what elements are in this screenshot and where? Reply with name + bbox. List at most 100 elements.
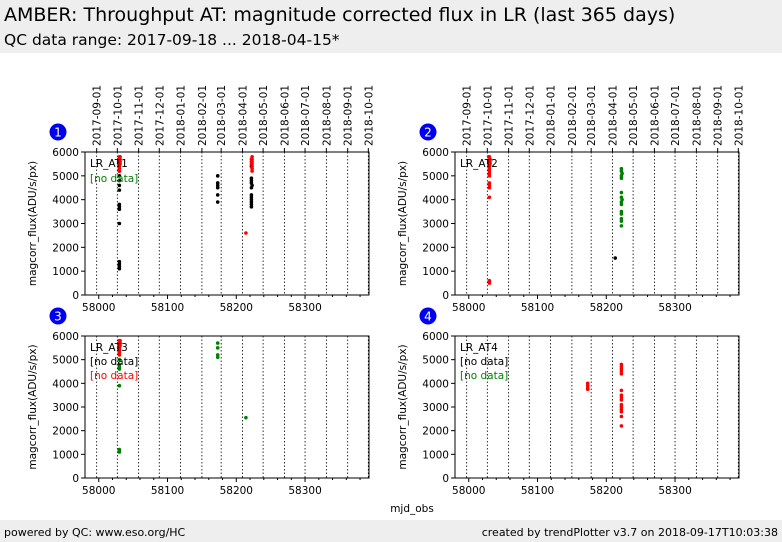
- x-tick-label: 58000: [452, 302, 485, 314]
- date-tick-label: 2017-10-01: [482, 85, 494, 146]
- y-tick-label: 4000: [422, 378, 449, 390]
- y-tick-label: 2000: [422, 426, 449, 438]
- date-tick-label: 2018-02-01: [197, 85, 209, 146]
- data-point: [215, 346, 220, 350]
- date-tick-label: 2018-03-01: [216, 85, 228, 146]
- data-point: [117, 266, 122, 271]
- x-tick-label: 58100: [151, 485, 184, 497]
- y-tick-label: 3000: [52, 402, 79, 414]
- y-tick-label: 4000: [52, 378, 79, 390]
- date-tick-label: 2017-10-01: [112, 85, 124, 146]
- data-point: [215, 355, 220, 360]
- y-tick-label: 0: [442, 473, 449, 485]
- x-tick-label: 58200: [220, 302, 253, 314]
- y-axis-label: magcorr_flux(ADU/s/px): [397, 161, 409, 286]
- data-point: [117, 207, 122, 211]
- no-data-note: [no data]: [460, 356, 508, 368]
- data-point: [117, 383, 122, 388]
- data-point: [117, 178, 122, 183]
- date-tick-label: 2018-08-01: [691, 85, 703, 146]
- y-tick-label: 5000: [422, 171, 449, 183]
- x-tick-label: 58100: [521, 485, 554, 497]
- data-point: [215, 174, 220, 178]
- data-point: [487, 174, 492, 178]
- x-tick-label: 58200: [590, 485, 623, 497]
- x-tick-label: 58100: [521, 302, 554, 314]
- page-title: AMBER: Throughput AT: magnitude correcte…: [4, 4, 676, 26]
- page-subtitle: QC data range: 2017-09-18 ... 2018-04-15…: [4, 31, 340, 49]
- y-tick-label: 3000: [422, 402, 449, 414]
- data-point: [619, 224, 624, 228]
- x-tick-label: 58200: [220, 485, 253, 497]
- panel-number-badge: [49, 123, 67, 141]
- x-tick-label: 58000: [82, 485, 115, 497]
- data-point: [585, 387, 590, 392]
- data-point: [116, 341, 121, 345]
- date-tick-label: 2018-06-01: [279, 85, 291, 146]
- y-tick-label: 6000: [52, 331, 79, 343]
- data-point: [244, 231, 248, 235]
- y-tick-label: 1000: [52, 266, 79, 278]
- data-point: [117, 169, 122, 173]
- data-point: [215, 185, 220, 190]
- y-tick-label: 4000: [52, 195, 79, 207]
- data-point: [619, 372, 624, 376]
- y-tick-label: 1000: [52, 449, 79, 461]
- data-point: [619, 409, 624, 414]
- no-data-note: [no data]: [90, 356, 138, 368]
- x-tick-label: 58100: [151, 302, 184, 314]
- data-point: [613, 256, 618, 260]
- y-axis-label: magcorr_flux(ADU/s/px): [27, 161, 39, 286]
- y-tick-label: 1000: [422, 449, 449, 461]
- date-tick-label: 2018-01-01: [546, 85, 558, 146]
- plot-panel-4: 0 1000 2000 3000 4000 5000 6000 58000 58100 58200…: [390, 307, 740, 515]
- date-tick-label: 2017-09-01: [92, 85, 104, 146]
- data-point: [117, 188, 122, 192]
- data-point: [620, 171, 624, 176]
- data-point: [117, 367, 122, 371]
- y-tick-label: 2000: [422, 242, 449, 254]
- y-tick-label: 3000: [52, 219, 79, 231]
- data-point: [117, 221, 122, 226]
- y-axis-label: magcorr_flux(ADU/s/px): [397, 344, 409, 469]
- date-tick-label: 2018-04-01: [607, 85, 619, 146]
- data-point: [215, 200, 220, 204]
- date-tick-label: 2018-02-01: [567, 85, 579, 146]
- data-point: [619, 219, 624, 223]
- panel-number: 2: [424, 126, 432, 140]
- data-point: [244, 415, 248, 420]
- data-point: [249, 162, 254, 166]
- data-point: [116, 159, 121, 164]
- panel-number-badge: [419, 123, 437, 141]
- y-tick-label: 2000: [52, 242, 79, 254]
- date-tick-label: 2018-09-01: [343, 85, 355, 146]
- footer-generator: created by trendPlotter v3.7 on 2018-09-…: [481, 526, 778, 539]
- data-point: [250, 183, 254, 188]
- data-point: [117, 183, 122, 188]
- date-tick-label: 2018-04-01: [237, 85, 249, 146]
- setup-label: LR_AT1: [90, 158, 128, 170]
- data-point: [619, 212, 624, 216]
- x-tick-label: 58200: [590, 302, 623, 314]
- y-tick-label: 5000: [52, 355, 79, 367]
- date-tick-label: 2017-12-01: [154, 85, 166, 146]
- data-point: [619, 388, 624, 393]
- data-point: [117, 450, 122, 454]
- y-tick-label: 2000: [52, 426, 79, 438]
- data-point: [117, 174, 122, 178]
- y-tick-label: 0: [72, 473, 79, 485]
- panel-number: 3: [54, 310, 62, 324]
- x-tick-label: 58300: [658, 485, 691, 497]
- date-tick-label: 2017-11-01: [134, 85, 146, 146]
- date-tick-label: 2018-08-01: [321, 85, 333, 146]
- data-point: [486, 154, 491, 159]
- header-bar: AMBER: Throughput AT: magnitude correcte…: [0, 0, 782, 53]
- y-tick-label: 5000: [422, 355, 449, 367]
- y-tick-label: 0: [72, 290, 79, 302]
- date-tick-label: 2018-07-01: [300, 85, 312, 146]
- data-point: [487, 185, 492, 190]
- x-tick-label: 58300: [658, 302, 691, 314]
- data-point: [619, 398, 624, 402]
- date-tick-label: 2018-01-01: [176, 85, 188, 146]
